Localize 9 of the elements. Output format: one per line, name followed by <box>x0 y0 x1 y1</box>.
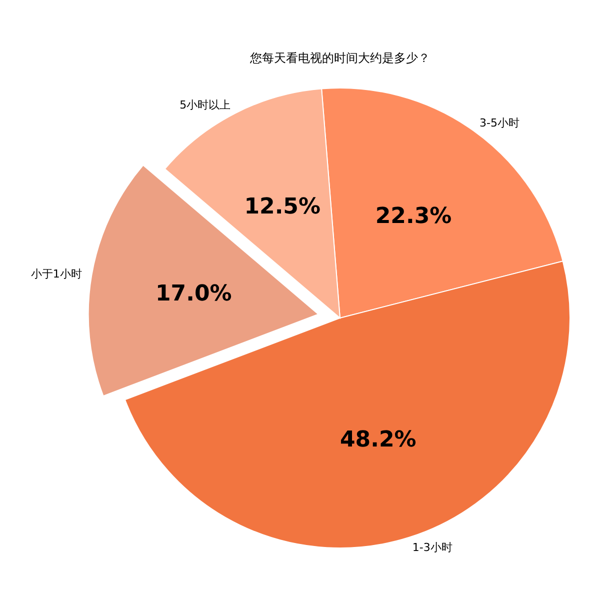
slice-label: 3-5小时 <box>480 116 520 130</box>
data-label: 12.5% <box>244 194 321 220</box>
chart-title: 您每天看电视的时间大约是多少？ <box>249 51 430 65</box>
data-label: 48.2% <box>340 428 416 453</box>
slice-label: 1-3小时 <box>412 540 452 554</box>
slice-label: 小于1小时 <box>30 267 82 280</box>
slice-label: 5小时以上 <box>180 98 231 112</box>
data-label: 22.3% <box>375 204 452 230</box>
data-label: 17.0% <box>156 282 232 307</box>
